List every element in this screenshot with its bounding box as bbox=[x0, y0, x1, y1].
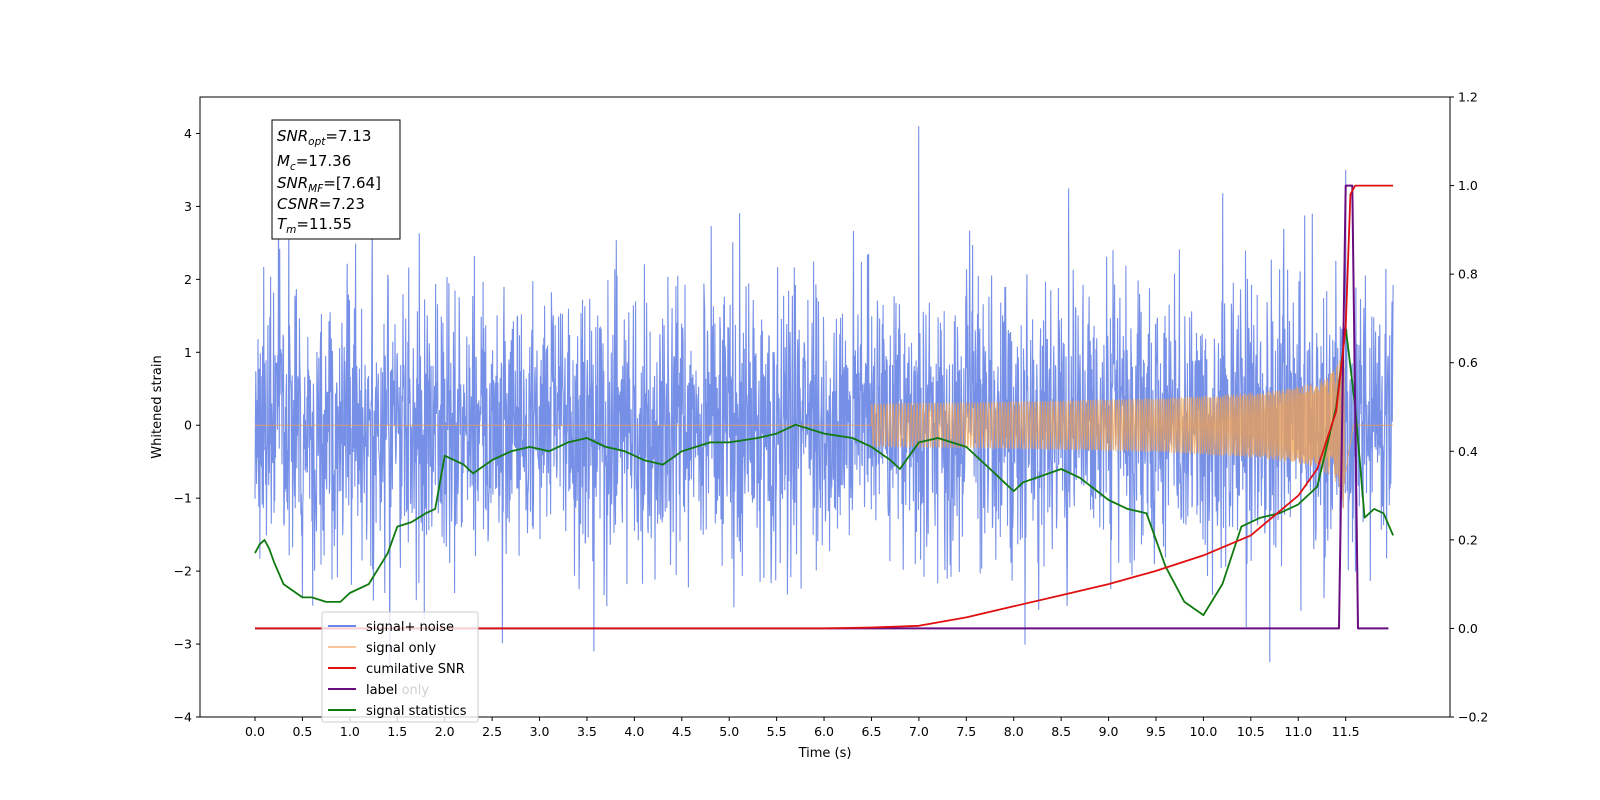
x-tick-label: 11.5 bbox=[1332, 724, 1360, 739]
legend: signal+ noise signal only cumilative SNR… bbox=[321, 611, 479, 723]
label-line bbox=[255, 184, 1389, 630]
legend-label-cumulative-snr: cumilative SNR bbox=[366, 662, 465, 677]
x-tick-label: 7.0 bbox=[909, 724, 929, 739]
y2-tick-label: 0.4 bbox=[1458, 444, 1478, 459]
x-tick-label: 4.5 bbox=[672, 724, 692, 739]
x-tick-label: 5.5 bbox=[767, 724, 787, 739]
axes-frame bbox=[199, 96, 1451, 718]
annotation-mc: Mc=17.36 bbox=[277, 152, 351, 173]
plot-area bbox=[254, 126, 1394, 666]
annotation-frame bbox=[271, 119, 401, 240]
y-axis-ticks: 4 3 2 1 0 −1 −2 −3 −4 bbox=[174, 126, 200, 725]
y2-tick-label: 0.6 bbox=[1458, 355, 1478, 370]
y-axis-label: Whitened strain bbox=[150, 355, 165, 458]
x-tick-label: 9.0 bbox=[1099, 724, 1119, 739]
x-tick-label: 0.5 bbox=[292, 724, 312, 739]
x-tick-label: 8.0 bbox=[1004, 724, 1024, 739]
y-tick-label: 4 bbox=[184, 126, 192, 141]
y2-axis-ticks: 1.2 1.0 0.8 0.6 0.4 0.2 0.0 −0.2 bbox=[1450, 90, 1488, 725]
legend-label-signal-statistics: signal statistics bbox=[366, 704, 467, 719]
x-tick-label: 5.0 bbox=[719, 724, 739, 739]
x-tick-label: 2.5 bbox=[482, 724, 502, 739]
y-tick-label: −4 bbox=[174, 710, 192, 725]
y-tick-label: 1 bbox=[184, 345, 192, 360]
series-cumulative-snr bbox=[255, 184, 1394, 630]
y-tick-label: 3 bbox=[184, 199, 192, 214]
y2-tick-label: 1.0 bbox=[1458, 178, 1478, 193]
annotation-csnr: CSNR=7.23 bbox=[277, 195, 365, 213]
legend-label-signal-noise: signal+ noise bbox=[366, 620, 454, 635]
annotation-snr-mf: SNRMF=[7.64] bbox=[277, 174, 381, 195]
series-label bbox=[255, 184, 1389, 630]
annotation-snr-opt: SNRopt=7.13 bbox=[277, 127, 371, 148]
series-signal-only bbox=[255, 352, 1394, 509]
y-tick-label: −1 bbox=[174, 491, 192, 506]
y-tick-label: 0 bbox=[184, 418, 192, 433]
y-tick-label: −3 bbox=[174, 637, 192, 652]
y-tick-label: −2 bbox=[174, 564, 192, 579]
x-tick-label: 7.5 bbox=[956, 724, 976, 739]
y-tick-label: 2 bbox=[184, 272, 192, 287]
x-tick-label: 0.0 bbox=[245, 724, 265, 739]
annotation-tm: Tm=11.55 bbox=[277, 215, 352, 236]
y2-tick-label: 0.8 bbox=[1458, 267, 1478, 282]
legend-frame bbox=[321, 611, 479, 723]
x-tick-label: 3.5 bbox=[577, 724, 597, 739]
x-tick-label: 10.5 bbox=[1237, 724, 1265, 739]
annotation-box: SNRopt=7.13 Mc=17.36 SNRMF=[7.64] CSNR=7… bbox=[271, 119, 401, 240]
x-tick-label: 9.5 bbox=[1146, 724, 1166, 739]
legend-label-label-only: label only bbox=[366, 683, 429, 698]
x-tick-label: 10.0 bbox=[1189, 724, 1217, 739]
x-axis-label: Time (s) bbox=[798, 746, 852, 761]
x-tick-label: 1.5 bbox=[387, 724, 407, 739]
y2-tick-label: 0.0 bbox=[1458, 621, 1478, 636]
x-tick-label: 3.0 bbox=[530, 724, 550, 739]
signal-noise-line bbox=[254, 126, 1394, 666]
y2-tick-label: 0.2 bbox=[1458, 532, 1478, 547]
x-tick-label: 11.0 bbox=[1284, 724, 1312, 739]
signal-only-line bbox=[255, 352, 1394, 509]
x-tick-label: 1.0 bbox=[340, 724, 360, 739]
signal-statistics-line bbox=[254, 326, 1394, 616]
cumulative-snr-line bbox=[255, 184, 1394, 630]
x-tick-label: 8.5 bbox=[1051, 724, 1071, 739]
y2-tick-label: 1.2 bbox=[1458, 90, 1478, 105]
series-signal-statistics bbox=[254, 326, 1394, 616]
series-signal-noise bbox=[254, 126, 1394, 666]
x-tick-label: 4.0 bbox=[624, 724, 644, 739]
y2-tick-label: −0.2 bbox=[1458, 710, 1488, 725]
x-axis-ticks: 0.0 0.5 1.0 1.5 2.0 2.5 3.0 3.5 4.0 4.5 5.0 5.5 6.0 6… bbox=[245, 717, 1360, 739]
legend-label-label: label bbox=[366, 683, 397, 698]
x-tick-label: 6.5 bbox=[862, 724, 882, 739]
x-tick-label: 2.0 bbox=[435, 724, 455, 739]
legend-label-signal-only: signal only bbox=[366, 641, 436, 656]
x-tick-label: 6.0 bbox=[814, 724, 834, 739]
